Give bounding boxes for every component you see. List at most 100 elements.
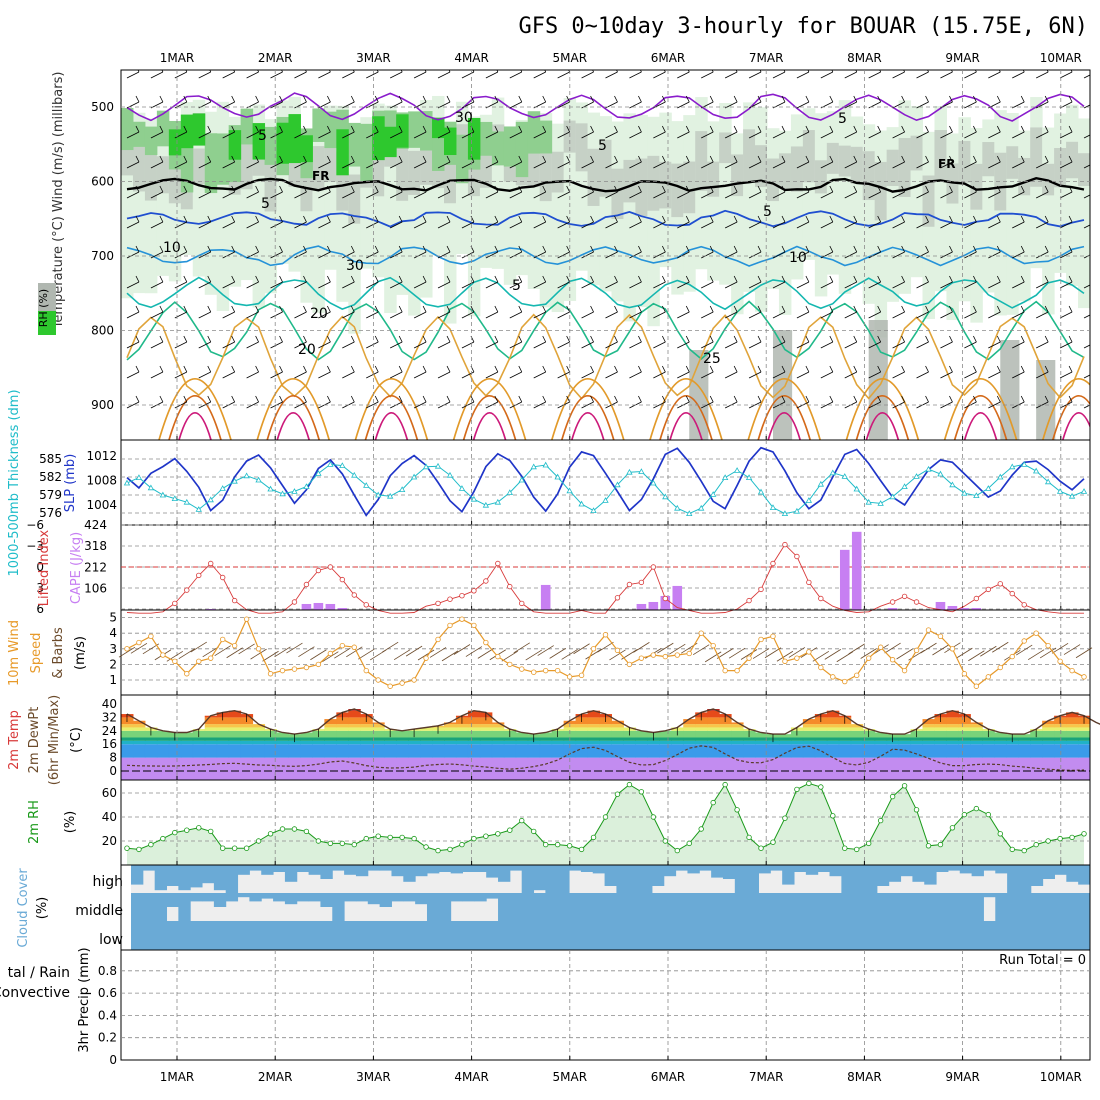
- lifted-index-marker: [495, 560, 501, 567]
- wind-barb-flag: [183, 305, 188, 313]
- temp-band: [240, 740, 254, 745]
- temp-band-low: [479, 771, 493, 780]
- temp-band: [444, 722, 457, 725]
- temp-band-low: [575, 771, 589, 780]
- wind-barb-flag: [901, 185, 905, 193]
- temp-band: [121, 744, 134, 758]
- temp-band-low: [156, 771, 170, 780]
- cloud-bar-middle: [651, 893, 665, 921]
- temp-band: [491, 757, 505, 771]
- temp-band: [1018, 744, 1031, 758]
- contour-label: 10: [163, 240, 181, 256]
- wind-barb: [724, 251, 738, 259]
- temp-band: [850, 744, 864, 758]
- wind-barb-flag: [1020, 395, 1025, 403]
- wind-barb: [605, 341, 618, 349]
- wind-barb-flag: [829, 305, 834, 313]
- temp-band: [934, 737, 947, 741]
- wind-barb-flag: [973, 155, 977, 163]
- temp-band: [958, 730, 971, 738]
- wind-barb-flag: [350, 185, 355, 193]
- temp-band: [575, 730, 589, 738]
- isotherm-line: [126, 245, 1085, 267]
- wind-barb: [342, 131, 355, 139]
- cloud-bar-low: [947, 921, 961, 950]
- temp-band: [336, 730, 349, 738]
- cloud-bar-middle: [663, 893, 677, 921]
- temp-band: [264, 737, 278, 741]
- surface-wind-barb: [214, 645, 231, 657]
- wind-barb-flag: [614, 395, 618, 403]
- wind-barb: [198, 221, 211, 229]
- cloud-bar-middle: [344, 893, 357, 902]
- wind-barb: [557, 161, 570, 169]
- warm-contour: [158, 377, 232, 440]
- wind-barb-flag: [1044, 155, 1049, 163]
- temp-band: [802, 727, 816, 731]
- wind-barb: [605, 131, 618, 139]
- wind-barb-flag: [135, 215, 140, 223]
- temp-band-low: [683, 771, 696, 780]
- temp-band: [826, 710, 840, 718]
- temp-band: [252, 730, 266, 738]
- wind-barb: [1083, 254, 1090, 259]
- temp-band-low: [144, 771, 158, 780]
- wind-barb: [724, 131, 738, 139]
- temp-band: [707, 727, 720, 731]
- temp-band: [432, 737, 445, 741]
- wind-speed-marker: [243, 616, 250, 622]
- wind-barb-flag: [446, 365, 451, 373]
- temp-band: [204, 737, 218, 741]
- cloud-bar-high: [592, 865, 606, 874]
- wind-barb: [748, 401, 762, 409]
- rh-tick-label: 20: [102, 834, 117, 848]
- temp-band: [144, 737, 158, 741]
- wind-barb: [413, 131, 427, 139]
- temp-band: [850, 757, 864, 771]
- cloud-bar-high: [900, 865, 913, 877]
- temp-band: [934, 757, 947, 771]
- wind-barb: [126, 341, 140, 349]
- temp-band-low: [1030, 771, 1043, 780]
- temp-band: [324, 727, 337, 731]
- wind-barb: [294, 161, 307, 169]
- cloud-bar-low: [1066, 921, 1079, 950]
- cloud-bar-middle: [225, 893, 239, 902]
- wind-barb-flag: [231, 335, 236, 343]
- temp-band: [324, 737, 337, 741]
- wind-barb: [461, 221, 475, 229]
- surface-wind-barb: [429, 647, 447, 658]
- temp-band: [204, 744, 218, 758]
- wind-barb-flag: [614, 275, 618, 283]
- temp-band: [563, 727, 577, 731]
- wind-speed-marker: [387, 683, 393, 689]
- cloud-bar-high: [498, 865, 511, 882]
- wind-barb-flag: [374, 305, 379, 313]
- wind-barb-flag: [733, 185, 738, 193]
- temp-band: [204, 717, 218, 725]
- rh-shade-light: [623, 113, 636, 322]
- wind-barb-flag: [949, 335, 953, 343]
- temp-band: [336, 757, 349, 771]
- rh-shade-mid: [132, 135, 146, 192]
- cloud-bar-middle: [142, 893, 156, 921]
- wind-barb: [844, 71, 857, 79]
- contour-label: 25: [703, 351, 721, 367]
- wind-barb: [246, 131, 259, 139]
- wind-barb-flag: [783, 70, 786, 73]
- wind-barb: [677, 101, 690, 109]
- wind-barb: [174, 371, 188, 379]
- wind-barb-flag: [974, 70, 977, 73]
- surface-wind-barb: [764, 647, 782, 659]
- wind-barb-flag: [996, 95, 1001, 103]
- wind-barb-flag: [231, 305, 236, 313]
- temp-band: [432, 730, 445, 738]
- cloud-bar-high: [805, 865, 819, 875]
- wind-barb: [318, 371, 331, 379]
- wind-barb: [1059, 131, 1073, 139]
- wind-barb-flag: [661, 185, 666, 193]
- thickness-marker: [1068, 492, 1076, 499]
- surface-wind-barb: [740, 649, 758, 660]
- wind-barb-flag: [685, 275, 690, 283]
